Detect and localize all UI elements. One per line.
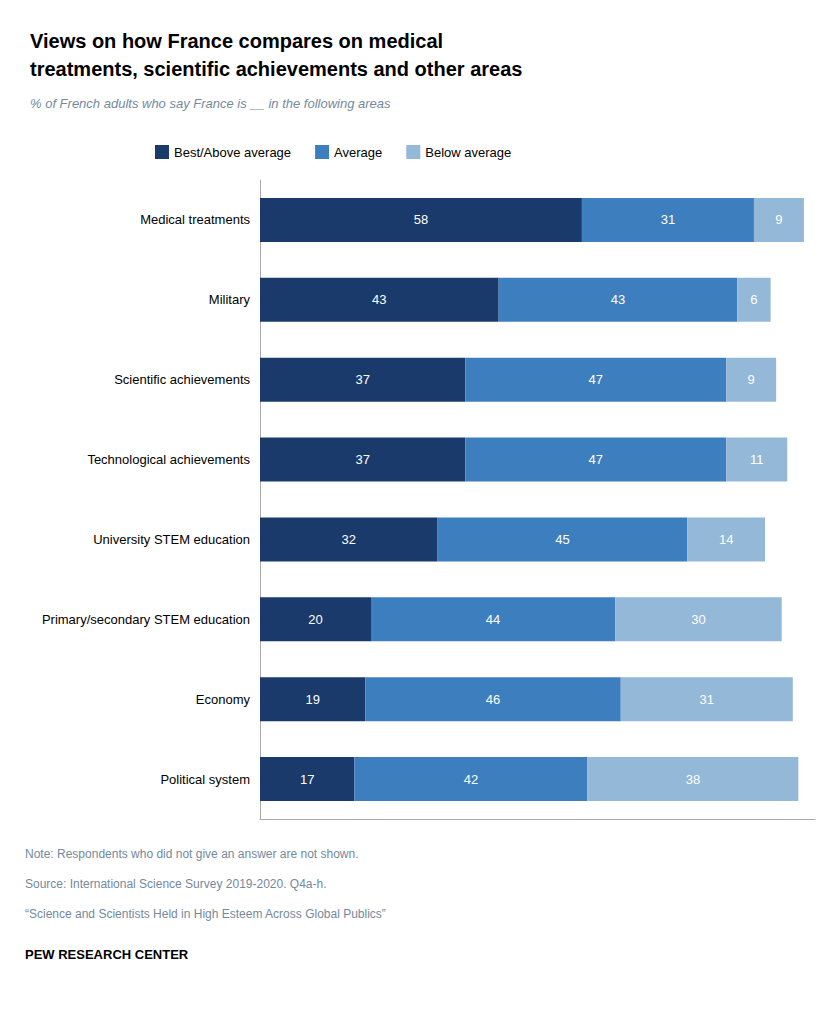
svg-text:43: 43 — [372, 292, 386, 307]
svg-text:37: 37 — [355, 452, 369, 467]
svg-text:17: 17 — [300, 772, 314, 787]
svg-text:Below average: Below average — [425, 145, 511, 160]
svg-text:32: 32 — [342, 532, 356, 547]
svg-text:14: 14 — [719, 532, 733, 547]
svg-text:9: 9 — [748, 372, 755, 387]
svg-text:20: 20 — [308, 612, 322, 627]
svg-text:Scientific achievements: Scientific achievements — [114, 372, 250, 387]
svg-text:treatments, scientific achieve: treatments, scientific achievements and … — [30, 58, 522, 80]
svg-text:9: 9 — [775, 212, 782, 227]
svg-text:45: 45 — [555, 532, 569, 547]
svg-text:46: 46 — [486, 692, 500, 707]
svg-text:37: 37 — [355, 372, 369, 387]
svg-text:Medical treatments: Medical treatments — [140, 212, 250, 227]
svg-text:43: 43 — [611, 292, 625, 307]
svg-text:Primary/secondary STEM educati: Primary/secondary STEM education — [42, 612, 250, 627]
svg-text:Economy: Economy — [196, 692, 251, 707]
svg-text:30: 30 — [691, 612, 705, 627]
svg-text:19: 19 — [305, 692, 319, 707]
svg-text:42: 42 — [464, 772, 478, 787]
svg-text:58: 58 — [414, 212, 428, 227]
svg-text:Best/Above average: Best/Above average — [174, 145, 291, 160]
svg-text:31: 31 — [700, 692, 714, 707]
svg-text:44: 44 — [486, 612, 500, 627]
svg-text:“Science and Scientists Held i: “Science and Scientists Held in High Est… — [25, 907, 386, 921]
svg-text:38: 38 — [686, 772, 700, 787]
svg-text:Average: Average — [334, 145, 382, 160]
svg-text:31: 31 — [661, 212, 675, 227]
svg-text:Source: International Science: Source: International Science Survey 201… — [25, 877, 327, 891]
svg-text:6: 6 — [750, 292, 757, 307]
svg-text:Note: Respondents who did not: Note: Respondents who did not give an an… — [25, 847, 359, 861]
svg-text:47: 47 — [589, 452, 603, 467]
svg-text:11: 11 — [750, 452, 764, 467]
svg-text:Technological achievements: Technological achievements — [87, 452, 250, 467]
svg-text:47: 47 — [589, 372, 603, 387]
svg-text:University STEM education: University STEM education — [93, 532, 250, 547]
svg-text:PEW RESEARCH CENTER: PEW RESEARCH CENTER — [25, 947, 189, 962]
svg-text:Views on how France compares o: Views on how France compares on medical — [30, 30, 443, 52]
svg-text:Military: Military — [209, 292, 251, 307]
svg-text:Political system: Political system — [160, 772, 250, 787]
svg-text:% of French adults who say Fra: % of French adults who say France is __ … — [30, 96, 391, 111]
